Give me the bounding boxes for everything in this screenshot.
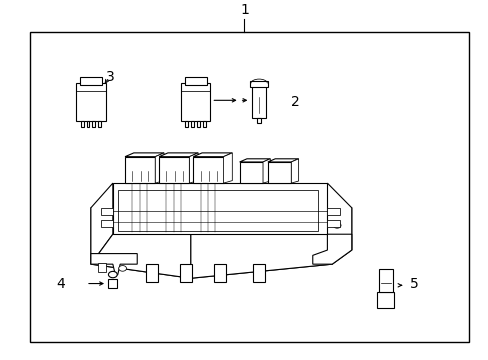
Bar	[86, 121, 89, 127]
Polygon shape	[223, 153, 232, 183]
Bar	[98, 121, 101, 127]
Polygon shape	[193, 153, 232, 157]
Bar	[377, 292, 394, 308]
Bar	[108, 279, 117, 288]
Text: 4: 4	[57, 276, 65, 291]
Polygon shape	[190, 234, 331, 278]
Bar	[267, 162, 291, 183]
Bar	[179, 264, 192, 282]
Bar	[213, 264, 226, 282]
Bar	[80, 77, 102, 85]
Bar	[113, 183, 327, 234]
Bar	[249, 81, 268, 87]
Polygon shape	[125, 153, 163, 157]
Bar	[251, 86, 266, 118]
Circle shape	[108, 271, 117, 278]
Polygon shape	[91, 253, 137, 275]
Bar	[30, 32, 468, 342]
Polygon shape	[189, 153, 198, 183]
Bar	[159, 157, 189, 183]
Bar	[185, 121, 188, 127]
Text: 1: 1	[240, 3, 248, 17]
Polygon shape	[267, 159, 298, 162]
Bar	[257, 118, 261, 123]
Bar	[81, 121, 83, 127]
Bar	[92, 121, 95, 127]
Bar	[184, 77, 206, 85]
Polygon shape	[291, 159, 298, 183]
Polygon shape	[239, 159, 270, 162]
Bar	[181, 83, 210, 121]
Polygon shape	[155, 153, 163, 183]
Bar	[193, 157, 223, 183]
Bar	[327, 208, 339, 215]
Bar	[197, 121, 200, 127]
Circle shape	[332, 222, 340, 228]
Bar	[327, 220, 339, 227]
Text: 2: 2	[290, 95, 299, 109]
Text: 3: 3	[105, 71, 114, 84]
Polygon shape	[263, 159, 270, 183]
Bar	[145, 264, 158, 282]
Bar	[252, 264, 265, 282]
Bar	[203, 121, 205, 127]
Bar	[378, 269, 392, 292]
Polygon shape	[159, 153, 198, 157]
Bar	[101, 208, 113, 215]
Bar	[76, 83, 105, 121]
Bar	[125, 157, 155, 183]
Circle shape	[119, 266, 126, 271]
Bar	[118, 190, 317, 231]
Polygon shape	[91, 234, 190, 278]
Text: 5: 5	[409, 276, 418, 291]
Polygon shape	[98, 264, 105, 272]
Polygon shape	[312, 234, 351, 264]
Polygon shape	[327, 183, 351, 250]
Bar	[101, 220, 113, 227]
Polygon shape	[91, 183, 113, 264]
Polygon shape	[91, 199, 351, 278]
Bar	[191, 121, 194, 127]
Bar	[239, 162, 263, 183]
